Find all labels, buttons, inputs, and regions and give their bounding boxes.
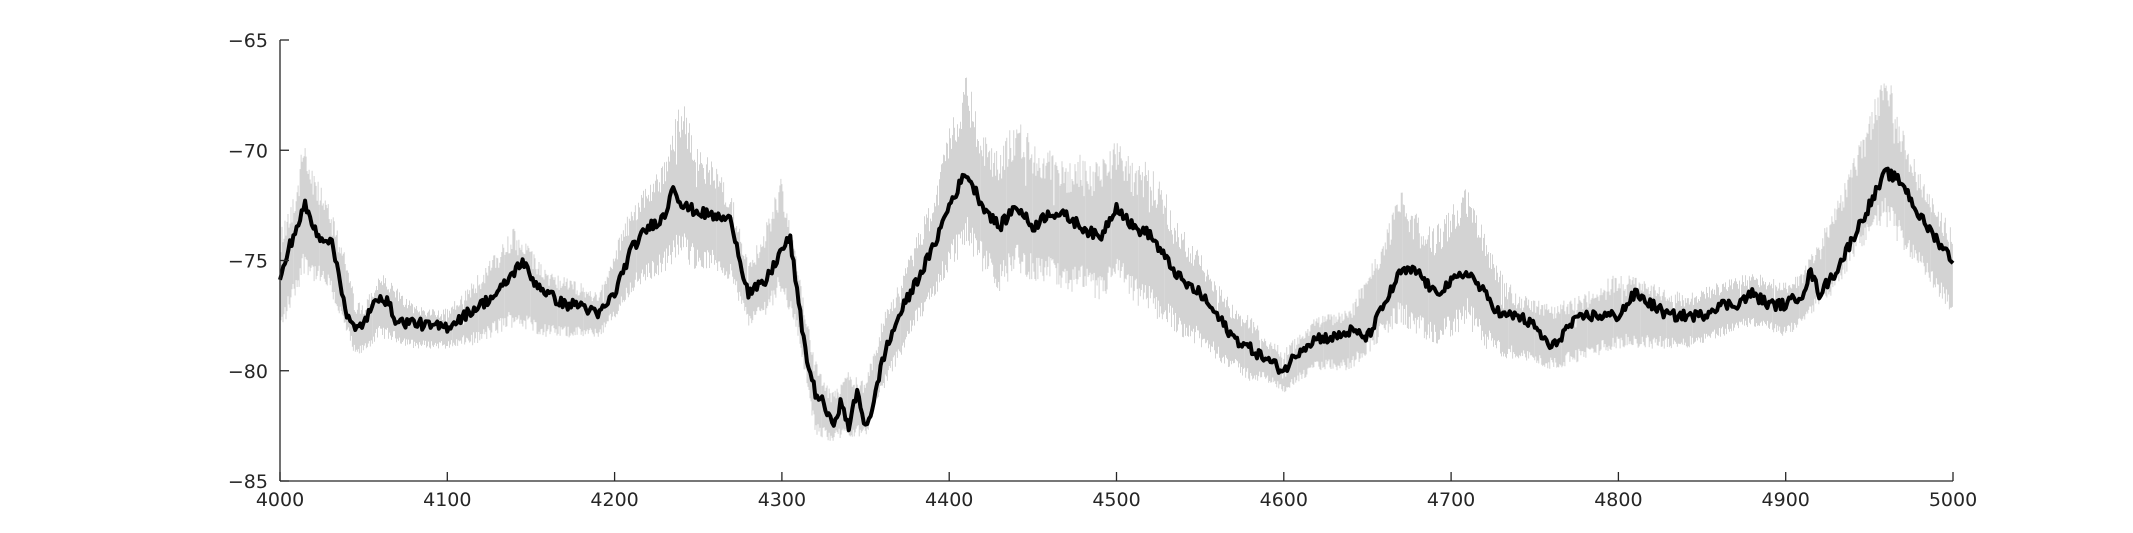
spread-band xyxy=(279,77,1953,441)
mean-series-line xyxy=(278,166,1955,433)
y-tick-label: −80 xyxy=(228,361,268,383)
x-tick-label: 4900 xyxy=(1762,489,1810,511)
x-tick-label: 5000 xyxy=(1929,489,1977,511)
x-tick-label: 4100 xyxy=(423,489,471,511)
y-axis-ticks: −85 −80 −75 −70 −65 xyxy=(228,30,289,493)
y-tick-label: −75 xyxy=(228,251,268,273)
x-axis-ticks: 4000 4100 4200 4300 4400 4500 4600 4700 4800 4900… xyxy=(256,472,1977,511)
spread-band-layer xyxy=(279,77,1953,441)
y-tick-label: −70 xyxy=(228,140,268,162)
mean-line-layer xyxy=(278,166,1955,433)
y-tick-label: −85 xyxy=(228,471,268,493)
x-tick-label: 4600 xyxy=(1260,489,1308,511)
x-tick-label: 4500 xyxy=(1092,489,1140,511)
x-tick-label: 4300 xyxy=(758,489,806,511)
x-tick-label: 4800 xyxy=(1594,489,1642,511)
x-tick-label: 4700 xyxy=(1427,489,1475,511)
x-tick-label: 4200 xyxy=(590,489,638,511)
y-tick-label: −65 xyxy=(228,30,268,52)
x-tick-label: 4000 xyxy=(256,489,304,511)
x-tick-label: 4400 xyxy=(925,489,973,511)
